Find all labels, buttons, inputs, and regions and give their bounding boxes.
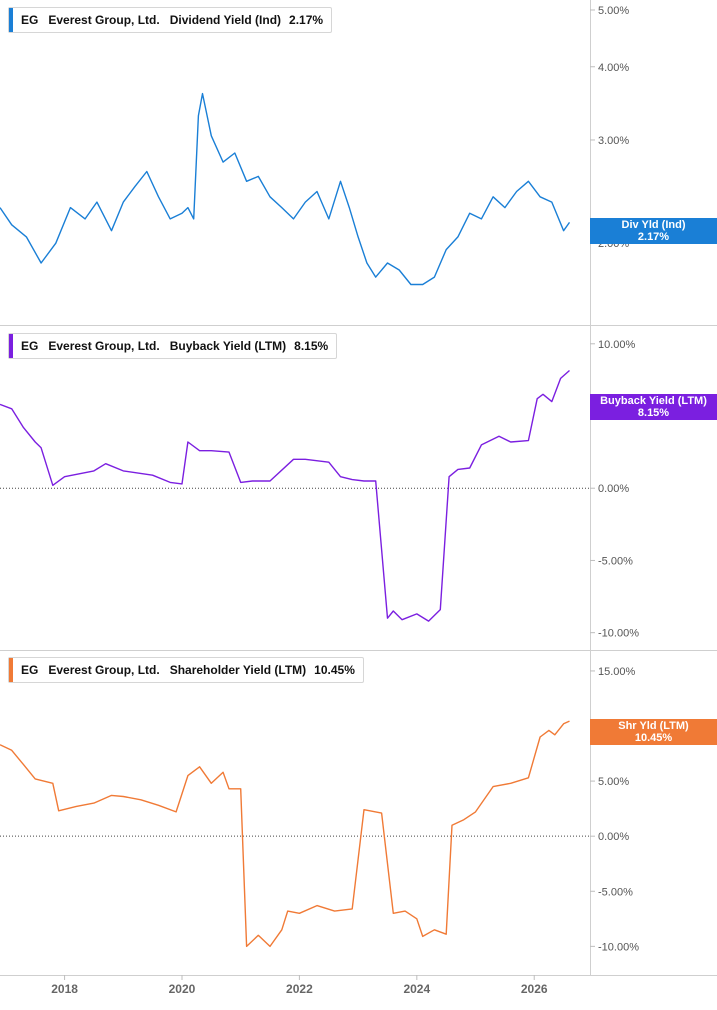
tag-label: Div Yld (Ind) [621,219,686,231]
legend-metric: Shareholder Yield (LTM) [169,663,307,677]
legend-ticker: EG [21,13,39,27]
x-tick-label: 2020 [169,982,196,996]
x-tick-label: 2018 [51,982,78,996]
series-line [0,92,571,286]
legend-metric: Dividend Yield (Ind) [169,13,282,27]
tag-value: 2.17% [637,231,670,243]
legend-swatch [9,658,13,682]
x-tick-label: 2024 [403,982,430,996]
x-tick-label: 2026 [521,982,548,996]
tag-label: Buyback Yield (LTM) [600,395,707,407]
legend-dividend-yield[interactable]: EG Everest Group, Ltd. Dividend Yield (I… [8,7,333,33]
legend-company: Everest Group, Ltd. [48,663,160,677]
y-tick-label: 5.00% [598,776,629,788]
y-tick-label: 5.00% [598,5,629,17]
y-tick-label: 15.00% [598,666,636,678]
shr-yld-tag: Shr Yld (LTM) 10.45% [590,719,717,745]
y-tick-label: 0.00% [598,831,629,843]
legend-value: 10.45% [314,663,355,677]
div-yld-tag: Div Yld (Ind) 2.17% [590,218,717,244]
y-tick-label: -5.00% [598,555,633,567]
y-tick-label: 0.00% [598,483,629,495]
y-tick-label: 4.00% [598,62,629,74]
legend-company: Everest Group, Ltd. [48,339,160,353]
y-tick-label: -10.00% [598,941,639,953]
legend-value: 8.15% [294,339,329,353]
y-tick-label: 10.00% [598,339,636,351]
tag-value: 8.15% [637,407,670,419]
legend-company: Everest Group, Ltd. [48,13,160,27]
tag-value: 10.45% [634,732,673,744]
buyback-yld-tag: Buyback Yield (LTM) 8.15% [590,394,717,420]
legend-shareholder-yield[interactable]: EG Everest Group, Ltd. Shareholder Yield… [8,657,364,683]
legend-value: 2.17% [289,13,324,27]
legend-ticker: EG [21,663,39,677]
tag-label: Shr Yld (LTM) [618,720,689,732]
legend-metric: Buyback Yield (LTM) [169,339,287,353]
x-tick-label: 2022 [286,982,313,996]
series-line [0,720,570,948]
y-tick-label: 3.00% [598,135,629,147]
legend-buyback-yield[interactable]: EG Everest Group, Ltd. Buyback Yield (LT… [8,333,338,359]
y-tick-label: -5.00% [598,886,633,898]
legend-swatch [9,334,13,358]
legend-swatch [9,8,13,32]
legend-ticker: EG [21,339,39,353]
series-line [0,369,570,622]
y-tick-label: -10.00% [598,628,639,640]
